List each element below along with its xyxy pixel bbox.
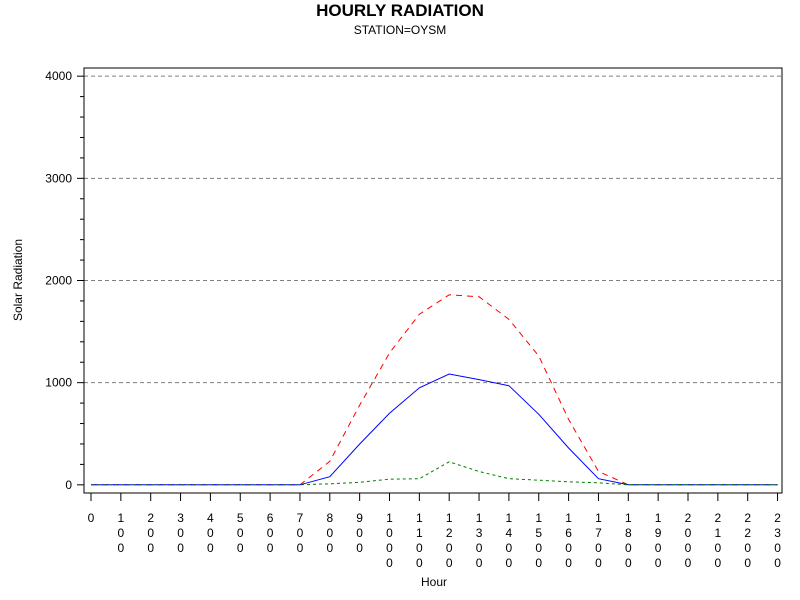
x-axis-label: Hour [421, 575, 447, 589]
series-line-1 [91, 373, 778, 486]
plot-frame [83, 67, 783, 494]
chart-subtitle: STATION=OYSM [353, 23, 447, 37]
y-tick-label: 1000 [45, 376, 72, 390]
y-tick-label: 3000 [45, 171, 72, 185]
series-layer [91, 294, 778, 486]
y-axis-label: Solar Radiation [11, 239, 25, 321]
series-line-0 [91, 294, 778, 486]
y-tick-label: 0 [65, 478, 72, 492]
y-tick-label: 2000 [45, 274, 72, 288]
x-axis: 0 1 0 0 2 0 0 3 0 0 4 0 0 5 0 0 6 0 0 7 0 0 8 0 0 9 0 0 1 0 0 0 1 1 0 0 1 2 0 0… [88, 493, 781, 570]
y-tick-label: 4000 [45, 69, 72, 83]
x-tick-label: 0 [88, 511, 95, 525]
y-axis: 0 1000 2000 3000 4000 [45, 69, 84, 492]
series-line-2 [91, 461, 778, 486]
chart-title: HOURLY RADIATION [316, 1, 484, 20]
grid-layer [84, 75, 782, 384]
